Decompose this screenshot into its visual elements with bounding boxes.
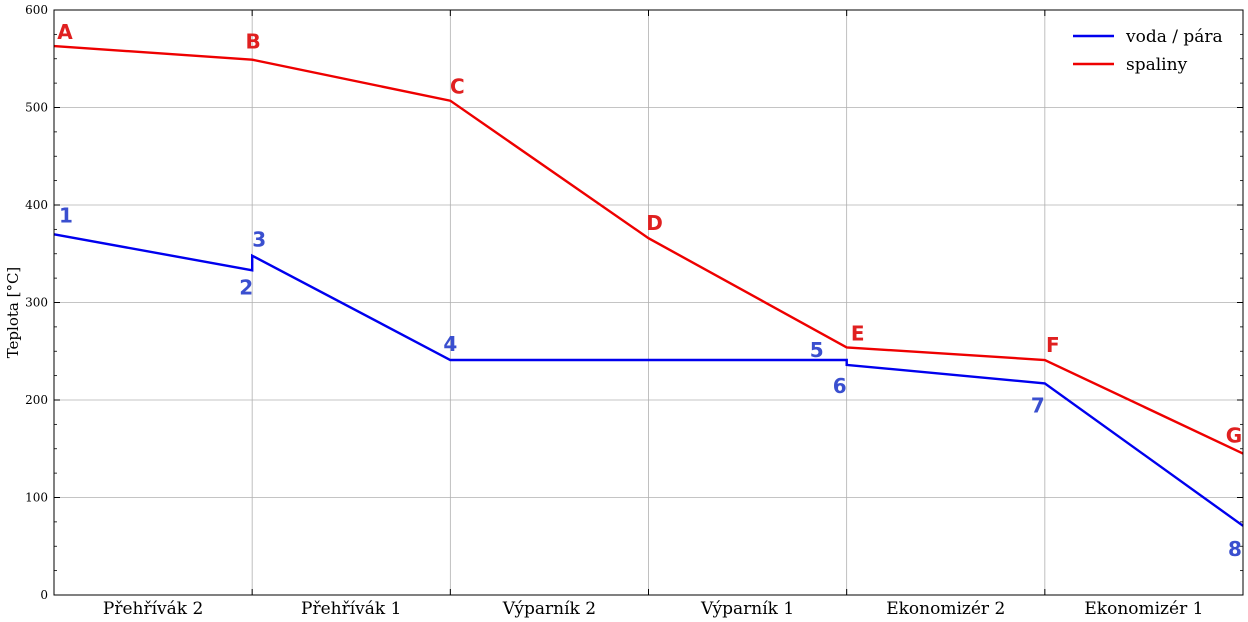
point-label: F xyxy=(1046,333,1060,357)
y-tick-label: 400 xyxy=(25,198,48,212)
y-tick-label: 600 xyxy=(25,3,48,17)
legend: voda / pára spaliny xyxy=(1073,27,1223,75)
point-label: D xyxy=(646,211,663,235)
legend-label: spaliny xyxy=(1126,55,1188,75)
x-category-label: Ekonomizér 1 xyxy=(1084,599,1203,619)
ticks xyxy=(53,9,1244,596)
x-category-label: Přehřívák 1 xyxy=(301,599,401,619)
series-lines xyxy=(53,44,1244,527)
y-tick-label: 100 xyxy=(25,491,48,505)
point-labels: 1 2 3 4 56 7 8 A B C D E F G xyxy=(57,20,1242,561)
point-label: 7 xyxy=(1031,393,1045,417)
y-axis-title: Teplota [°C] xyxy=(4,267,22,359)
grid xyxy=(54,10,1243,595)
x-category-label: Ekonomizér 2 xyxy=(886,599,1005,619)
point-label: A xyxy=(57,20,73,44)
x-category-label: Přehřívák 2 xyxy=(103,599,203,619)
point-label: C xyxy=(450,75,465,99)
y-tick-label: 200 xyxy=(25,393,48,407)
point-label: E xyxy=(851,321,865,345)
point-label: 8 xyxy=(1228,537,1242,561)
y-tick-label: 500 xyxy=(25,101,48,115)
y-tick-labels: 0 100 200 300 400 500 600 xyxy=(25,3,48,602)
series-line-1 xyxy=(53,233,1244,527)
x-category-label: Výparník 2 xyxy=(502,599,596,619)
y-tick-label: 300 xyxy=(25,296,48,310)
series-line-2 xyxy=(53,44,1244,455)
point-label: 3 xyxy=(252,228,266,252)
point-label: 4 xyxy=(443,332,457,356)
point-label: 5 xyxy=(810,338,824,362)
x-category-labels: Přehřívák 2 Přehřívák 1 Výparník 2 Výparník… xyxy=(103,599,1204,619)
legend-label: voda / pára xyxy=(1125,27,1223,47)
point-label: 6 xyxy=(833,374,847,398)
point-label: B xyxy=(246,30,261,54)
point-label: G xyxy=(1226,424,1242,448)
point-label: 2 xyxy=(239,275,253,299)
y-tick-label: 0 xyxy=(40,588,48,602)
point-label: 1 xyxy=(59,203,73,227)
x-category-label: Výparník 1 xyxy=(700,599,794,619)
